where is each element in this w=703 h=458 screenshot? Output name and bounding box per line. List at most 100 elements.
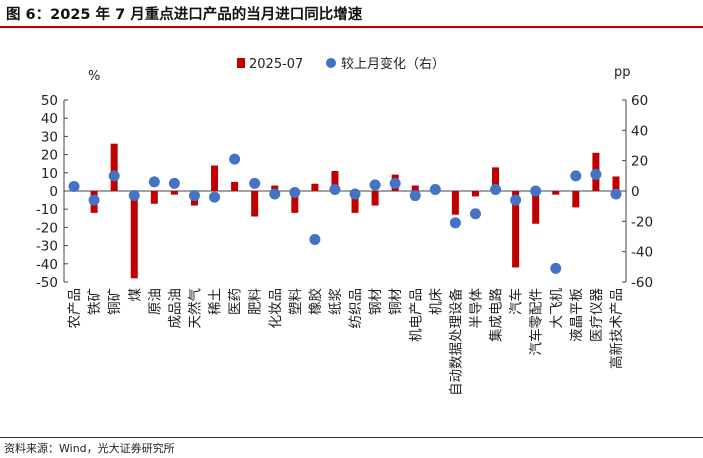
dot-纺织品 <box>349 188 361 200</box>
right-tick-label: -40 <box>631 245 653 261</box>
bar-稀土 <box>211 165 219 191</box>
chart-title: 图 6：2025 年 7 月重点进口产品的当月进口同比增速 <box>6 7 363 23</box>
legend: 2025-07 较上月变化（右） <box>237 56 445 72</box>
dot-纸浆 <box>329 183 341 195</box>
dot-钢材 <box>369 179 381 191</box>
category-label: 汽车零配件 <box>528 288 545 356</box>
legend-dot-swatch <box>326 58 336 68</box>
bar-钢材 <box>371 191 379 206</box>
category-label: 集成电路 <box>489 288 505 342</box>
left-tick-label: 30 <box>41 129 58 145</box>
category-label: 半导体 <box>468 288 484 329</box>
bar-成品油 <box>170 191 178 195</box>
category-label: 化妆品 <box>268 288 284 329</box>
bar-铜矿 <box>110 143 118 191</box>
source-note: 资料来源：Wind，光大证券研究所 <box>4 442 175 455</box>
dot-铜矿 <box>108 170 120 182</box>
bar-液晶平板 <box>572 191 580 208</box>
bar-塑料 <box>291 191 299 213</box>
bar-series <box>70 143 620 279</box>
dot-成品油 <box>168 177 180 189</box>
right-tick-label: 60 <box>631 93 648 109</box>
category-label: 纺织品 <box>348 288 364 329</box>
dot-大飞机 <box>550 262 562 274</box>
left-tick-label: -20 <box>36 220 58 236</box>
bar-煤 <box>130 191 138 279</box>
left-tick-label: 0 <box>49 184 58 200</box>
left-tick-label: -50 <box>36 275 58 291</box>
dot-铁矿 <box>88 194 100 206</box>
bar-自动数据处理设备 <box>451 191 459 215</box>
left-tick-label: 50 <box>41 93 58 109</box>
category-label: 自动数据处理设备 <box>447 288 464 396</box>
bar-原油 <box>150 191 158 204</box>
left-tick-label: 20 <box>41 148 58 164</box>
category-label: 医疗仪器 <box>589 288 605 342</box>
dot-塑料 <box>289 187 301 199</box>
category-label: 纸浆 <box>328 288 344 315</box>
dot-肥料 <box>249 177 261 189</box>
bar-橡胶 <box>311 183 319 191</box>
category-label: 汽车 <box>508 288 525 315</box>
right-tick-label: -60 <box>631 275 653 291</box>
dot-半导体 <box>469 208 481 220</box>
legend-bar-swatch <box>237 58 245 68</box>
footer-rule <box>0 437 703 438</box>
dot-医药 <box>229 153 241 165</box>
right-tick-label: -20 <box>631 214 653 230</box>
bar-汽车 <box>512 191 520 268</box>
bar-高新技术产品 <box>612 176 620 191</box>
chart-canvas: 2025-07 较上月变化（右） % pp 50 40 30 20 10 0 -10 -20 -… <box>36 56 653 396</box>
dot-series <box>68 153 622 274</box>
left-tick-label: 10 <box>41 166 58 182</box>
dot-汽车 <box>510 194 522 206</box>
dot-机电产品 <box>409 190 421 202</box>
dot-农产品 <box>68 180 80 192</box>
dot-高新技术产品 <box>610 188 622 200</box>
dot-机床 <box>429 183 441 195</box>
dot-自动数据处理设备 <box>449 217 461 229</box>
right-tick-label: 20 <box>631 154 648 170</box>
category-label: 大飞机 <box>549 288 565 329</box>
category-label: 塑料 <box>288 288 304 315</box>
dot-液晶平板 <box>570 170 582 182</box>
left-tick-label: 40 <box>41 111 58 127</box>
left-tick-label: -10 <box>36 202 58 218</box>
bar-化妆品 <box>271 185 279 191</box>
category-label: 原油 <box>147 288 163 315</box>
bar-半导体 <box>471 191 479 197</box>
bar-肥料 <box>251 191 259 217</box>
category-label: 铜矿 <box>107 288 123 315</box>
bar-大飞机 <box>552 191 560 195</box>
bar-纺织品 <box>351 191 359 213</box>
category-label: 肥料 <box>248 288 264 315</box>
legend-bar-label: 2025-07 <box>249 57 303 72</box>
legend-dot-label: 较上月变化（右） <box>341 56 445 72</box>
category-label: 成品油 <box>167 288 183 329</box>
dot-化妆品 <box>269 188 281 200</box>
category-label: 煤 <box>127 288 143 302</box>
category-label: 农产品 <box>67 288 83 329</box>
category-label: 医药 <box>228 288 244 315</box>
bar-集成电路 <box>492 167 500 191</box>
dot-稀土 <box>209 191 221 203</box>
dot-天然气 <box>188 190 200 202</box>
category-label: 橡胶 <box>307 288 324 315</box>
dot-煤 <box>128 190 140 202</box>
category-label: 铜材 <box>388 288 404 315</box>
bar-汽车零配件 <box>532 191 540 224</box>
left-tick-label: -40 <box>36 257 58 273</box>
left-axis-unit: % <box>88 69 100 84</box>
axes: 50 40 30 20 10 0 -10 -20 -30 -40 -50 60 40 20 0 -20 -40 -… <box>36 93 653 291</box>
dot-医疗仪器 <box>590 168 602 180</box>
category-labels: 农产品 铁矿 铜矿煤原油 成品油 天然气 稀土 医药 肥料 化妆品 塑料 橡胶 纸浆 纺织品 钢材 铜材 机电… <box>67 288 625 396</box>
dot-汽车零配件 <box>530 185 542 197</box>
category-label: 钢材 <box>368 288 384 315</box>
category-label: 天然气 <box>186 288 203 329</box>
dot-集成电路 <box>490 183 502 195</box>
category-label: 液晶平板 <box>569 288 585 342</box>
right-tick-label: 0 <box>631 184 640 200</box>
right-axis-unit: pp <box>614 65 631 80</box>
category-label: 稀土 <box>208 288 224 315</box>
bar-医药 <box>231 181 239 191</box>
